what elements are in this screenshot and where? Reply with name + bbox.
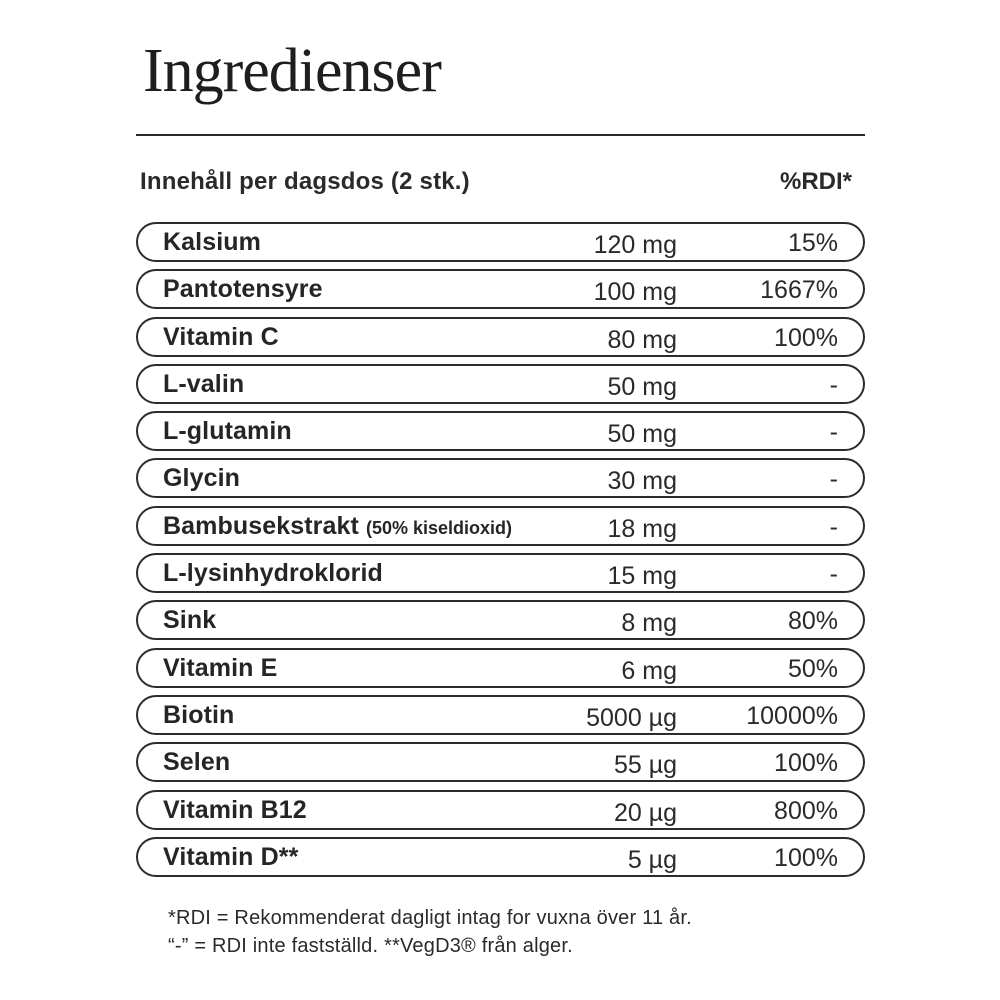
page-title: Ingredienser <box>143 37 442 105</box>
ingredient-amount: 8 mg <box>621 609 677 638</box>
ingredient-name: Vitamin E <box>163 653 278 682</box>
ingredient-rdi: - <box>829 560 838 589</box>
ingredient-name: Biotin <box>163 700 235 729</box>
ingredient-name: L-lysinhydroklorid <box>163 559 383 588</box>
ingredient-rdi: 100% <box>774 749 838 778</box>
ingredient-amount: 100 mg <box>593 278 677 307</box>
ingredient-rdi: 800% <box>774 796 838 825</box>
ingredient-row: Kalsium 120 mg 15% <box>136 222 865 262</box>
ingredient-row: Sink 8 mg 80% <box>136 600 865 641</box>
header-content-label: Innehåll per dagsdos (2 stk.) <box>140 168 470 195</box>
ingredient-amount: 30 mg <box>607 467 677 496</box>
ingredient-row: L-valin 50 mg - <box>136 363 865 404</box>
ingredient-name: Vitamin B12 <box>163 795 307 824</box>
ingredient-name: Bambusekstrakt (50% kiseldioxid) <box>163 511 513 540</box>
ingredient-rdi: - <box>829 465 838 494</box>
ingredient-row: Vitamin B12 20 µg 800% <box>136 789 865 830</box>
ingredient-note: (50% kiseldioxid) <box>365 517 513 538</box>
ingredient-rdi: 100% <box>774 843 838 872</box>
ingredient-amount: 55 µg <box>613 751 677 780</box>
ingredient-row: Selen 55 µg 100% <box>136 742 865 783</box>
ingredient-name: L-glutamin <box>163 417 292 446</box>
title-divider <box>136 134 865 136</box>
ingredient-amount: 50 mg <box>607 372 677 401</box>
ingredient-rdi: - <box>829 370 838 399</box>
footnote-rdi: *RDI = Rekommenderat dagligt intag for v… <box>168 907 692 929</box>
ingredient-row: Vitamin C 80 mg 100% <box>136 316 865 357</box>
ingredient-amount: 20 µg <box>613 798 677 827</box>
ingredient-list: Kalsium 120 mg 15% Pantotensyre 100 mg 1… <box>136 222 865 884</box>
ingredient-row: Biotin 5000 µg 10000% <box>136 694 865 735</box>
ingredient-name: Vitamin C <box>163 322 279 351</box>
ingredient-row: Glycin 30 mg - <box>136 458 865 499</box>
header-rdi-label: %RDI* <box>779 168 852 195</box>
ingredient-name: Glycin <box>163 464 241 493</box>
table-header: Innehåll per dagsdos (2 stk.) %RDI* <box>140 168 852 202</box>
ingredient-name: L-valin <box>163 369 245 398</box>
ingredient-amount: 5 µg <box>627 845 677 874</box>
ingredient-amount: 18 mg <box>607 514 677 543</box>
ingredient-row: Pantotensyre 100 mg 1667% <box>136 269 865 310</box>
footnote-legend: “-” = RDI inte fastställd. **VegD3® från… <box>168 935 573 957</box>
ingredient-amount: 120 mg <box>593 231 677 259</box>
ingredient-rdi: 50% <box>787 654 838 683</box>
ingredient-name: Kalsium <box>163 228 261 256</box>
ingredient-amount: 6 mg <box>621 656 677 685</box>
ingredient-row: Vitamin E 6 mg 50% <box>136 647 865 688</box>
ingredient-amount: 80 mg <box>607 325 677 354</box>
ingredient-row: Bambusekstrakt (50% kiseldioxid) 18 mg - <box>136 505 865 546</box>
footnotes: *RDI = Rekommenderat dagligt intag for v… <box>168 904 692 960</box>
ingredient-rdi: 80% <box>787 607 838 636</box>
ingredient-row: L-glutamin 50 mg - <box>136 411 865 452</box>
ingredient-rdi: 100% <box>774 323 838 352</box>
ingredient-rdi: 15% <box>787 229 838 257</box>
ingredient-row: Vitamin D** 5 µg 100% <box>136 836 865 877</box>
ingredient-name: Pantotensyre <box>163 275 323 304</box>
ingredient-rdi: - <box>829 512 838 541</box>
ingredient-name: Selen <box>163 748 231 777</box>
ingredient-amount: 50 mg <box>607 420 677 449</box>
ingredient-row: L-lysinhydroklorid 15 mg - <box>136 553 865 594</box>
ingredient-amount: 15 mg <box>607 562 677 591</box>
ingredient-name: Sink <box>163 606 217 635</box>
ingredient-rdi: 1667% <box>760 276 838 305</box>
ingredient-rdi: - <box>829 418 838 447</box>
ingredient-amount: 5000 µg <box>586 703 677 732</box>
ingredient-name: Vitamin D** <box>163 842 299 871</box>
ingredient-rdi: 10000% <box>746 701 838 730</box>
